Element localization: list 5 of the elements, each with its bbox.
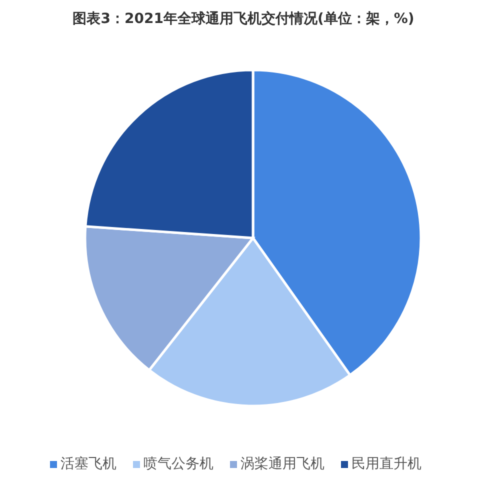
legend-label: 民用直升机 bbox=[352, 456, 422, 472]
legend-label: 喷气公务机 bbox=[144, 456, 214, 472]
legend-label: 活塞飞机 bbox=[60, 456, 116, 472]
chart-title: 图表3：2021年全球通用飞机交付情况(单位：架，%) bbox=[72, 10, 416, 29]
legend-label: 涡桨通用飞机 bbox=[240, 456, 324, 472]
